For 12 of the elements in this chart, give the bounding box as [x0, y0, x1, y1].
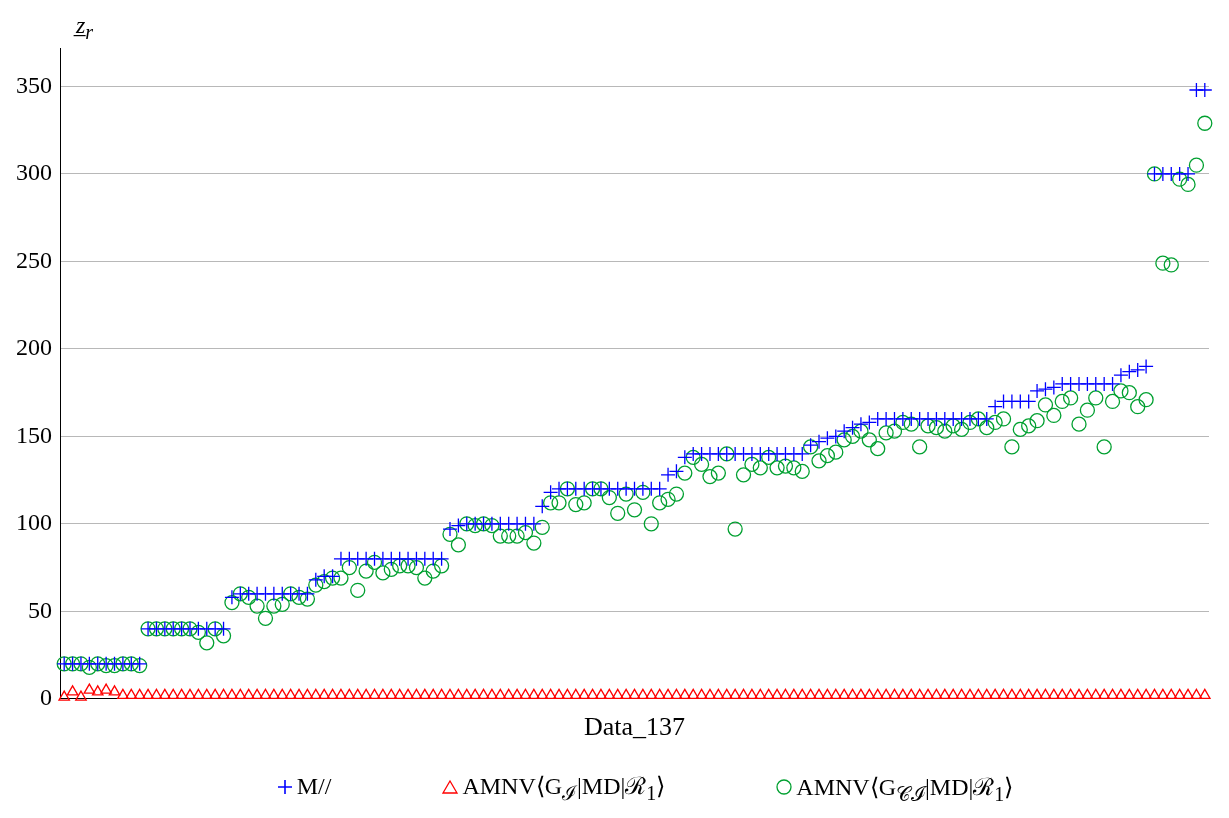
- legend-label: M//: [296, 773, 332, 801]
- y-tick-label: 250: [16, 246, 52, 273]
- y-tick-label: 50: [28, 596, 52, 623]
- legend-label: AMNV⟨G$_{ℐ}$|MD|ℛ$_{1}$⟩: [462, 772, 666, 806]
- y-tick-label: 0: [40, 684, 52, 711]
- y-tick-label: 350: [16, 71, 52, 98]
- legend-label: AMNV⟨G$_{𝒞ℐ}$|MD|ℛ$_{1}$⟩: [796, 772, 1014, 806]
- y-tick-label: 300: [16, 159, 52, 186]
- y-tick-label: 200: [16, 334, 52, 361]
- y-tick-label: 100: [16, 509, 52, 536]
- y-tick-label: 150: [16, 421, 52, 448]
- x-axis-title: Data_137: [583, 712, 686, 742]
